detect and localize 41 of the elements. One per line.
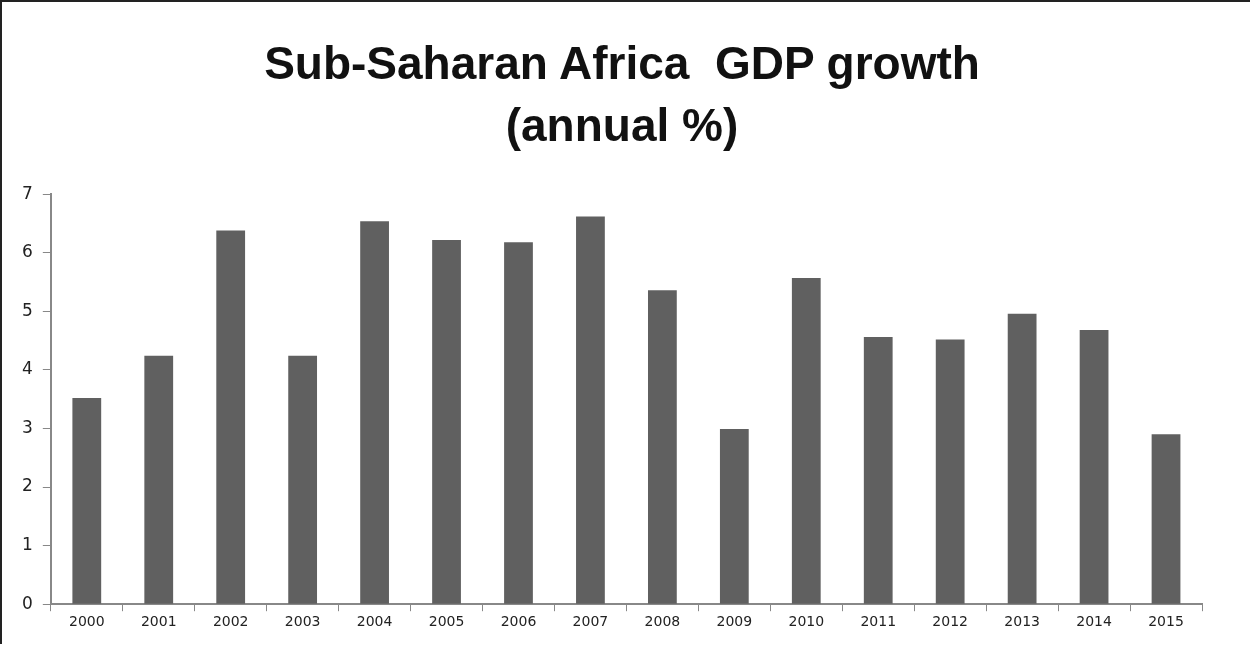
x-tick-label: 2005: [428, 613, 465, 630]
x-tick-label: 2001: [140, 613, 177, 630]
y-tick-label: 0: [21, 592, 33, 613]
bar: [791, 277, 821, 604]
bar: [216, 230, 246, 604]
bar: [719, 429, 749, 604]
bar: [72, 398, 102, 604]
x-tick-label: 2011: [860, 613, 897, 630]
bar: [144, 355, 174, 604]
bar: [935, 339, 965, 604]
bar: [863, 337, 893, 604]
bar: [647, 290, 677, 604]
x-tick-label: 2010: [788, 613, 825, 630]
x-tick-label: 2002: [212, 613, 249, 630]
bar: [432, 239, 461, 604]
bar: [1007, 313, 1037, 604]
bar: [576, 216, 605, 604]
chart-title: Sub-Saharan Africa GDP growth (annual %): [263, 36, 981, 153]
bar: [504, 242, 533, 604]
x-tick-label: 2009: [716, 613, 753, 630]
x-tick-label: 2008: [644, 613, 681, 630]
bar: [288, 355, 318, 604]
y-tick-label: 2: [21, 475, 33, 496]
x-tick-label: 2014: [1076, 613, 1112, 630]
bar: [1151, 434, 1181, 604]
y-tick-label: 5: [21, 299, 33, 320]
x-tick-label: 2007: [572, 613, 609, 630]
y-tick-label: 1: [21, 534, 33, 555]
x-tick-label: 2013: [1004, 613, 1040, 630]
y-tick-label: 7: [21, 182, 33, 203]
x-tick-label: 2006: [500, 613, 537, 630]
y-tick-label: 3: [21, 416, 33, 437]
y-tick-label: 6: [21, 241, 33, 262]
x-tick-label: 2003: [284, 613, 321, 630]
x-tick-label: 2004: [356, 613, 393, 630]
x-tick-label: 2012: [932, 613, 968, 630]
y-tick-label: 4: [21, 358, 33, 379]
bar: [360, 221, 389, 604]
x-tick-label: 2015: [1148, 613, 1184, 630]
x-tick-label: 2000: [68, 613, 105, 630]
bar: [1079, 330, 1109, 604]
